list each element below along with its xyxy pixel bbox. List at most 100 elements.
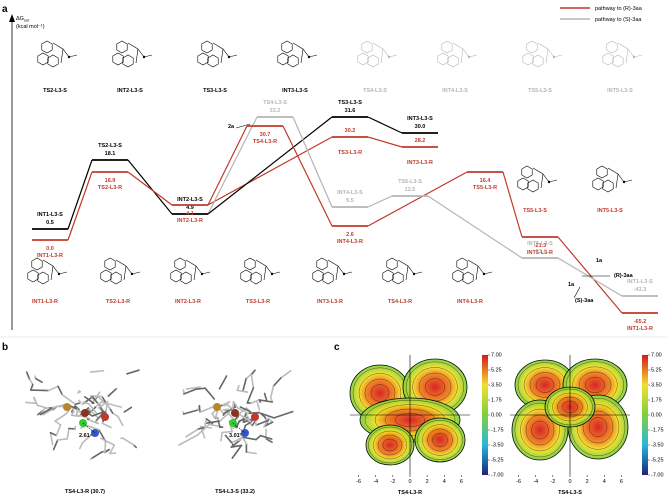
structure-label: INT5-L3-S <box>607 88 633 94</box>
structure-label: TS4-L3-S <box>363 88 387 94</box>
structure-label: TS5-L3-S <box>523 208 547 214</box>
ring <box>201 40 213 54</box>
ring <box>521 165 533 179</box>
structure-label: TS3-L3-S <box>203 88 227 94</box>
connector <box>557 257 623 297</box>
ring <box>37 271 49 285</box>
structure-label: TS3-L3-R <box>246 299 270 305</box>
bond <box>204 420 221 425</box>
energy-value: 30.7 <box>260 132 271 138</box>
atom <box>482 272 486 276</box>
bond <box>89 369 105 373</box>
bond <box>49 431 58 437</box>
energy-value: 2.6 <box>346 232 354 238</box>
contour <box>368 426 412 464</box>
energy-value: -21.3 <box>534 243 547 249</box>
bond <box>255 419 269 426</box>
bond <box>215 415 219 421</box>
legend-label: pathway to (R)-3aa <box>595 6 643 12</box>
atom <box>251 413 259 421</box>
bond <box>88 406 97 414</box>
atom <box>142 55 146 59</box>
ring <box>592 177 604 191</box>
distance-line <box>232 422 246 434</box>
ring <box>197 52 209 66</box>
bond <box>57 385 64 396</box>
bond <box>219 411 231 422</box>
bond <box>258 399 262 403</box>
bond <box>111 412 119 418</box>
bond <box>199 405 216 414</box>
atom <box>387 55 391 59</box>
connector <box>207 125 248 206</box>
level-name: TS4-L3-S <box>263 100 287 106</box>
bond <box>185 428 200 438</box>
ring <box>602 179 614 193</box>
level-name: INT5-L3-S <box>527 241 553 247</box>
bond <box>126 369 140 375</box>
contour <box>520 408 560 452</box>
bond <box>203 418 208 429</box>
colorbar <box>482 355 488 475</box>
colorbar-label: -1.75 <box>491 428 504 434</box>
bond <box>259 434 273 440</box>
bond <box>234 436 244 443</box>
ring <box>207 54 219 68</box>
energy-value: 30.0 <box>415 124 426 130</box>
tick-label: -2 <box>390 479 395 485</box>
ring <box>47 54 59 68</box>
atom <box>101 413 109 421</box>
ring <box>382 269 394 283</box>
contour <box>576 404 620 450</box>
ring <box>287 54 299 68</box>
bond <box>537 42 563 64</box>
atom <box>552 55 556 59</box>
level-name: TS3-L3-R <box>338 150 362 156</box>
colorbar-label: 5.25 <box>651 368 662 374</box>
ring <box>244 257 256 271</box>
bond <box>117 415 124 427</box>
bond <box>79 442 84 450</box>
bond <box>204 387 216 400</box>
tick-label: -4 <box>533 479 538 485</box>
ring <box>110 271 122 285</box>
ring <box>104 257 116 271</box>
level-name: TS5-L3-R <box>473 185 497 191</box>
atom <box>63 403 71 411</box>
bond <box>47 385 59 392</box>
bond <box>29 383 34 391</box>
atom <box>81 409 89 417</box>
level-name: INT1-L3-R <box>627 326 653 332</box>
structure-label: TS5-L3-S <box>528 88 552 94</box>
bond <box>70 410 75 417</box>
contour <box>382 438 398 452</box>
bond <box>242 378 247 392</box>
arrow <box>235 123 610 299</box>
ring <box>316 257 328 271</box>
bond <box>241 436 257 441</box>
bond <box>91 391 101 404</box>
colorbar-label: 1.75 <box>491 398 502 404</box>
structure-label: TS2-L3-R <box>106 299 130 305</box>
distance-label: 3.01 <box>229 433 240 439</box>
ring <box>41 40 53 54</box>
bond <box>70 414 81 418</box>
bond <box>198 404 201 414</box>
tick-label: -6 <box>516 479 521 485</box>
energy-value: 16.9 <box>105 178 116 184</box>
bond <box>227 412 235 421</box>
atom <box>200 272 204 276</box>
bond <box>115 259 141 281</box>
bond <box>236 384 240 392</box>
caption: TS4-L3-S (33.2) <box>215 489 255 495</box>
bond <box>86 424 100 431</box>
colorbar-label: -5.25 <box>491 458 504 464</box>
contour <box>422 424 458 456</box>
annotation: (S)-3aa <box>575 298 594 304</box>
bond <box>250 369 256 376</box>
colorbar-label: -3.50 <box>651 443 664 449</box>
bond <box>25 371 31 381</box>
ring <box>441 40 453 54</box>
bond <box>269 385 275 399</box>
atom <box>213 403 221 411</box>
